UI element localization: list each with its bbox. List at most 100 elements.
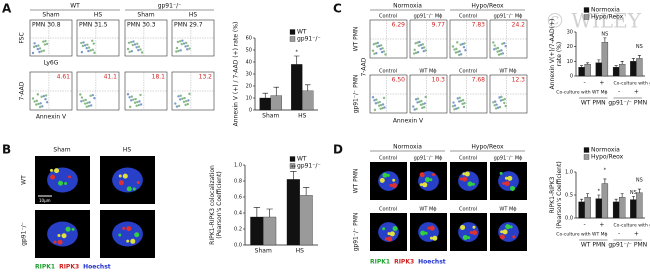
event-dots [91, 93, 94, 97]
event-dots [42, 49, 46, 52]
event-dots [136, 100, 139, 104]
y-tick-label: 20 [567, 44, 573, 50]
event-dots [493, 44, 496, 47]
error-bar [614, 198, 618, 202]
event-dots [186, 103, 189, 106]
event-dots [371, 96, 375, 99]
stain-dot [384, 237, 388, 241]
event-dots [175, 105, 179, 108]
event-dots [182, 100, 186, 104]
legend-swatch [583, 147, 590, 153]
stain-dot [429, 236, 433, 240]
condition-label: Control [379, 156, 397, 162]
event-dots [91, 39, 94, 42]
gate-value: 7.68 [472, 77, 486, 84]
event-dots [374, 102, 378, 105]
event-dots [373, 52, 376, 56]
event-dots [38, 50, 41, 54]
stain-dot [65, 226, 71, 232]
event-dots [133, 101, 137, 104]
stain-dot [471, 182, 475, 186]
event-dots [38, 105, 42, 109]
bar [601, 42, 609, 77]
column-header: Hypo/Reox [471, 144, 504, 151]
event-dots [462, 105, 466, 109]
event-dots [492, 101, 495, 104]
error-bar [302, 187, 310, 196]
gate-value: 4.61 [57, 74, 71, 81]
bar [291, 64, 303, 111]
event-dots [137, 103, 141, 107]
event-dots [178, 40, 182, 43]
axis-label: 7-AAD [361, 57, 368, 76]
micrograph [450, 162, 487, 200]
stain-dot [467, 181, 473, 187]
group-label: gp91⁻/⁻ PMN [608, 242, 647, 249]
stain-dot [512, 235, 516, 239]
bar [259, 97, 271, 111]
event-dots [137, 45, 141, 48]
bar [302, 90, 314, 111]
event-dots [423, 106, 426, 109]
y-tick-label: 10 [567, 59, 573, 65]
y-tick-label: 50 [246, 48, 252, 54]
legend-swatch [289, 156, 296, 162]
event-dots [42, 40, 45, 43]
flow-plot [369, 74, 408, 114]
stain-dot [472, 225, 476, 229]
event-dots [138, 100, 141, 103]
group-label: WT PMN [581, 100, 606, 107]
nucleus [112, 221, 143, 247]
legend-label: Normoxia [591, 147, 620, 154]
flow-plot [171, 71, 215, 111]
legend-swatch [583, 154, 590, 160]
stain-dot [53, 240, 57, 244]
event-dots [83, 102, 87, 105]
event-dots [79, 93, 82, 96]
stain-dot [432, 173, 436, 177]
event-dots [453, 108, 456, 111]
event-dots [420, 99, 423, 103]
panel-label: B [2, 143, 11, 157]
event-dots [500, 49, 503, 52]
event-dots [133, 43, 137, 46]
event-dots [503, 41, 506, 45]
stain-dot [126, 226, 132, 232]
event-dots [414, 51, 418, 55]
event-dots [504, 45, 507, 48]
stain-label: RIPK1 [35, 264, 55, 271]
event-dots [44, 94, 48, 97]
condition-label: gp91⁻/⁻ Mϕ [494, 14, 524, 20]
x-tick-label: Sham [262, 113, 279, 120]
stain-dot [392, 178, 396, 182]
event-dots [495, 103, 498, 106]
scale-bar-label: 10μm [39, 198, 51, 203]
event-dots [87, 46, 91, 49]
condition-label: Control [379, 69, 397, 75]
event-dots [492, 48, 496, 51]
bar [270, 95, 282, 111]
event-dots [126, 93, 130, 96]
event-dots [381, 106, 384, 110]
stain-dot [387, 232, 391, 236]
gate-value: 10.3 [432, 77, 446, 84]
event-dots [379, 107, 382, 111]
event-dots [31, 51, 35, 55]
y-axis-label: RIPK1-RIPK3 colocalization [209, 165, 216, 245]
stain-dot [460, 224, 466, 230]
stain-dot [392, 226, 398, 232]
legend-label: Normoxia [591, 7, 620, 14]
event-dots [176, 40, 180, 44]
event-dots [45, 42, 49, 46]
event-dots [139, 103, 143, 106]
stain-dot [509, 225, 513, 229]
condition-label: gp91⁻/⁻ Mϕ [414, 14, 444, 20]
condition-label: Control [459, 69, 477, 75]
event-dots [84, 98, 87, 102]
event-dots [458, 96, 461, 99]
gate-value: PMN 29.7 [174, 22, 203, 29]
column-header: HS [123, 147, 132, 154]
event-dots [132, 40, 135, 43]
error-bar [266, 208, 273, 217]
y-axis-label: Annexin V(+)/7-AAD(+) [549, 19, 556, 90]
